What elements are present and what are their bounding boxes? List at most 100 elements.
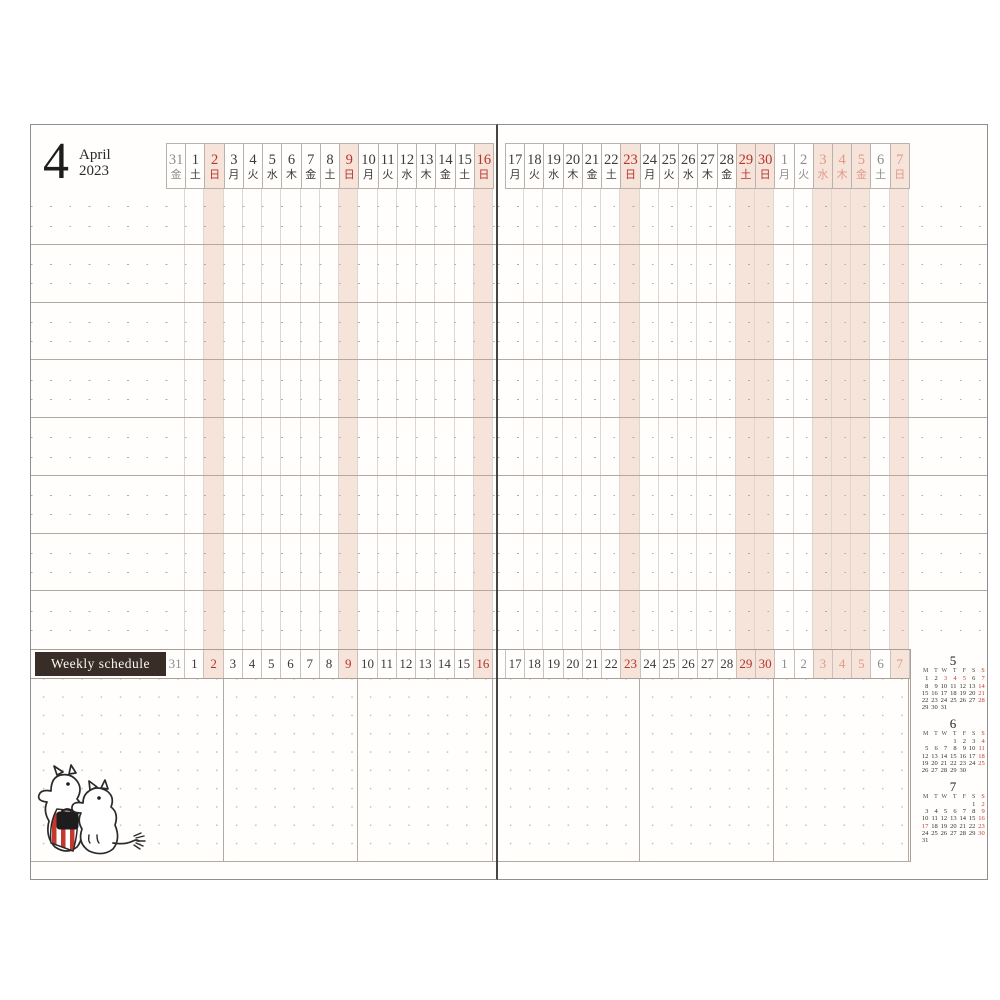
weekly-date-cell-3: 3 bbox=[223, 650, 243, 678]
grid-column bbox=[678, 187, 698, 649]
weekly-schedule-label: Weekly schedule bbox=[35, 652, 166, 676]
date-cell-14: 14 金 bbox=[436, 144, 456, 188]
grid-column bbox=[543, 187, 563, 649]
date-header-row-left: 31 金 1 土 2 日 3 月 4 火 5 水 6 木 7 金 8 土 9 日 10 月 11 火 12 水 13 木 14 金 15 土 1… bbox=[166, 143, 494, 189]
week-section bbox=[639, 679, 775, 861]
grid-column bbox=[455, 187, 474, 649]
weekly-date-cell-11: 11 bbox=[377, 650, 397, 678]
grid-column bbox=[774, 187, 794, 649]
grid-row bbox=[498, 418, 987, 476]
weekly-date-cell-22: 22 bbox=[602, 650, 622, 678]
date-cell-17: 17 月 bbox=[506, 144, 526, 188]
weekly-date-cell-4: 4 bbox=[832, 650, 853, 678]
month-name-year: April 2023 bbox=[79, 147, 111, 179]
weekly-date-cell-17: 17 bbox=[506, 650, 526, 678]
weekly-date-cell-5: 5 bbox=[262, 650, 282, 678]
month-header: 4 April 2023 bbox=[43, 133, 111, 190]
grid-column bbox=[735, 187, 756, 649]
grid-column bbox=[185, 187, 205, 649]
date-cell-27: 27 木 bbox=[698, 144, 718, 188]
grid-column bbox=[794, 187, 813, 649]
weekly-date-cell-9: 9 bbox=[339, 650, 359, 678]
weekly-date-cells-left: 31 1 2 3 4 5 6 7 8 9 10 11 12 13 14 15 16 bbox=[166, 650, 493, 678]
month-number: 4 bbox=[43, 133, 69, 190]
weekly-schedule-row-right: 17 18 19 20 21 22 23 24 25 26 27 28 29 30 1 2 3 4 5 6 7 bbox=[498, 649, 987, 679]
grid-column bbox=[620, 187, 640, 649]
monthly-grid-right bbox=[498, 187, 987, 649]
date-cell-12: 12 水 bbox=[397, 144, 418, 188]
weekly-date-cell-3: 3 bbox=[813, 650, 833, 678]
weekly-date-cell-31: 31 bbox=[166, 650, 186, 678]
mini-calendar-month-6: 6 M T W T F S S 1 2 3 4 5 6 7 8 9 10 11 12 13 14 15 16 17 18 19 20 2… bbox=[921, 715, 985, 775]
grid-row bbox=[31, 476, 496, 534]
grid-column bbox=[473, 187, 493, 649]
grid-column bbox=[166, 187, 186, 649]
mini-calendars-column: 5 M T W T F S S 1 2 3 4 5 6 7 8 9 10 11 12 13 14 15 16 17 18 19 20 2… bbox=[910, 649, 987, 862]
date-cell-31: 31 金 bbox=[167, 144, 187, 188]
weekly-notes-area-left bbox=[31, 679, 496, 862]
grid-column bbox=[851, 187, 871, 649]
grid-row bbox=[498, 591, 987, 649]
grid-column bbox=[889, 187, 909, 649]
grid-column bbox=[812, 187, 832, 649]
grid-column bbox=[524, 187, 544, 649]
grid-column bbox=[397, 187, 417, 649]
grid-column bbox=[243, 187, 263, 649]
grid-column bbox=[224, 187, 243, 649]
weekly-date-cell-29: 29 bbox=[736, 650, 757, 678]
page-right: 17 月 18 火 19 水 20 木 21 金 22 土 23 日 24 月 25 火 26 水 27 木 28 金 29 土 3… bbox=[498, 124, 988, 880]
page-left: 4 April 2023 31 金 1 土 2 日 3 月 4 火 5 水 6 木 7 金 8 土 9 日 10 月 11 火… bbox=[30, 124, 498, 880]
weekly-date-cell-20: 20 bbox=[563, 650, 583, 678]
week-section bbox=[358, 679, 494, 861]
weekly-date-cell-4: 4 bbox=[242, 650, 263, 678]
grid-row bbox=[498, 476, 987, 534]
grid-row bbox=[498, 534, 987, 592]
weekly-date-cell-1: 1 bbox=[775, 650, 795, 678]
weekly-date-cell-19: 19 bbox=[544, 650, 564, 678]
weekly-date-cell-25: 25 bbox=[659, 650, 680, 678]
date-cell-29: 29 土 bbox=[736, 144, 757, 188]
grid-row bbox=[31, 418, 496, 476]
weekly-date-cell-15: 15 bbox=[454, 650, 474, 678]
grid-row bbox=[31, 303, 496, 361]
weekly-date-cell-18: 18 bbox=[525, 650, 545, 678]
weekly-notes-area-right bbox=[498, 679, 987, 862]
grid-column bbox=[204, 187, 224, 649]
weekly-date-cell-26: 26 bbox=[679, 650, 699, 678]
grid-column bbox=[358, 187, 378, 649]
weekly-date-cell-5: 5 bbox=[852, 650, 872, 678]
grid-column bbox=[601, 187, 621, 649]
grid-column bbox=[831, 187, 852, 649]
weekly-date-cell-30: 30 bbox=[756, 650, 776, 678]
grid-column bbox=[281, 187, 301, 649]
weekly-date-cell-8: 8 bbox=[319, 650, 340, 678]
date-cell-28: 28 金 bbox=[717, 144, 737, 188]
date-cell-11: 11 火 bbox=[378, 144, 398, 188]
grid-column bbox=[262, 187, 282, 649]
weekly-date-cell-1: 1 bbox=[185, 650, 205, 678]
month-name: April bbox=[79, 147, 111, 163]
grid-column bbox=[339, 187, 359, 649]
grid-row bbox=[31, 187, 496, 245]
grid-column bbox=[640, 187, 659, 649]
date-cell-15: 15 土 bbox=[455, 144, 475, 188]
date-cell-20: 20 木 bbox=[563, 144, 583, 188]
date-cell-10: 10 月 bbox=[359, 144, 379, 188]
weekly-date-cell-14: 14 bbox=[435, 650, 455, 678]
grid-row bbox=[498, 303, 987, 361]
grid-column bbox=[435, 187, 455, 649]
